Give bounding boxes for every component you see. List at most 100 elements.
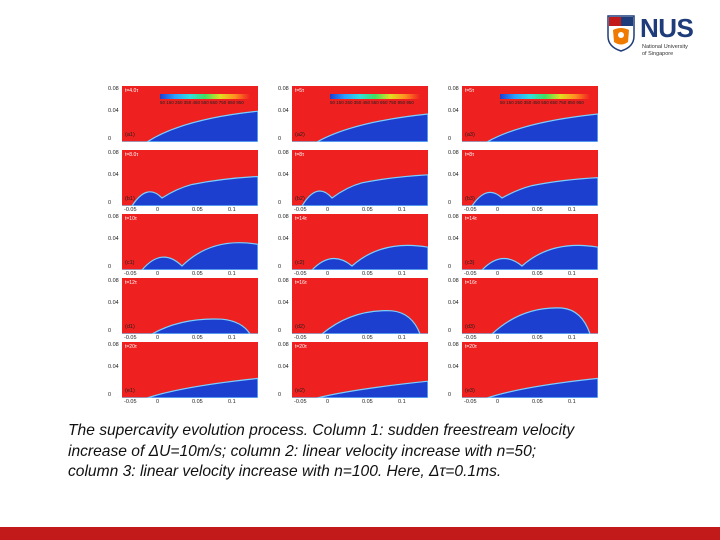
y-tick-label: 0.04 bbox=[448, 300, 459, 306]
y-tick-label: 0.08 bbox=[278, 86, 289, 92]
x-tick-label: -0.05 bbox=[294, 271, 307, 277]
y-tick-label: 0 bbox=[448, 136, 452, 142]
x-tick-label: -0.05 bbox=[464, 335, 477, 341]
y-tick-label: 0.08 bbox=[448, 86, 459, 92]
figure-column-1: 0.08 0.04 0 t=4.0τ (a1) 50 150 250 350 450 55… bbox=[108, 84, 258, 405]
y-tick-label: 0.04 bbox=[108, 108, 119, 114]
cavity-panel: 0.08 0.04 0 t=20τ (e3) -0.05 0 0.05 0.1 bbox=[448, 340, 598, 405]
cavity-shape bbox=[122, 377, 258, 398]
x-tick-label: -0.05 bbox=[294, 399, 307, 405]
volume-fraction-contour: t=20τ (e2) bbox=[292, 342, 428, 398]
cavity-shape bbox=[122, 318, 258, 334]
x-tick-label: 0 bbox=[156, 207, 160, 213]
x-tick-label: 0.1 bbox=[228, 271, 236, 277]
cavity-panel: 0.08 0.04 0 t=5τ (a3) 50 150 250 350 450 550 … bbox=[448, 84, 598, 144]
time-label: t=12τ bbox=[125, 280, 137, 286]
volume-fraction-contour: t=5τ (a3) 50 150 250 350 450 550 650 750 8… bbox=[462, 86, 598, 142]
volume-fraction-contour: t=20τ (e1) bbox=[122, 342, 258, 398]
cavity-panel: 0.08 0.04 0 t=16τ (d3) -0.05 0 0.05 0.1 bbox=[448, 276, 598, 341]
y-tick-label: 0.08 bbox=[278, 278, 289, 284]
y-tick-label: 0 bbox=[278, 328, 282, 334]
volume-fraction-contour: t=8τ (b2) bbox=[292, 150, 428, 206]
x-tick-label: 0.1 bbox=[398, 271, 406, 277]
y-tick-label: 0.08 bbox=[278, 342, 289, 348]
x-tick-label: 0.1 bbox=[568, 271, 576, 277]
x-tick-label: -0.05 bbox=[124, 271, 137, 277]
x-tick-label: 0.05 bbox=[192, 399, 203, 405]
nus-subline-2: of Singapore bbox=[642, 51, 674, 57]
panel-label: (e2) bbox=[295, 388, 305, 394]
x-tick-label: -0.05 bbox=[464, 271, 477, 277]
y-tick-label: 0.04 bbox=[448, 172, 459, 178]
volume-fraction-contour: t=10τ (c1) bbox=[122, 214, 258, 270]
y-tick-label: 0.04 bbox=[108, 172, 119, 178]
y-tick-label: 0.04 bbox=[108, 300, 119, 306]
footer-bar bbox=[0, 527, 720, 540]
colorbar-ticks: 50 150 250 350 450 550 650 750 850 950 bbox=[330, 100, 414, 105]
cavity-shape bbox=[122, 110, 258, 142]
time-label: t=5τ bbox=[295, 88, 305, 94]
cavity-panel: 0.08 0.04 0 t=8.0τ (b1) -0.05 0 0.05 0.1 bbox=[108, 148, 258, 213]
x-tick-label: 0 bbox=[326, 335, 330, 341]
x-tick-label: 0.05 bbox=[532, 271, 543, 277]
volume-fraction-contour: t=16τ (d3) bbox=[462, 278, 598, 334]
y-tick-label: 0.08 bbox=[278, 214, 289, 220]
time-label: t=20τ bbox=[465, 344, 477, 350]
x-tick-label: 0 bbox=[156, 271, 160, 277]
panel-label: (a1) bbox=[125, 132, 135, 138]
vapor-region bbox=[462, 377, 598, 398]
y-tick-label: 0 bbox=[448, 328, 452, 334]
x-tick-label: 0.05 bbox=[532, 207, 543, 213]
vapor-region bbox=[122, 377, 258, 398]
panel-label: (c3) bbox=[465, 260, 475, 266]
cavity-shape bbox=[462, 307, 598, 334]
x-tick-label: 0 bbox=[156, 399, 160, 405]
colorbar bbox=[330, 94, 420, 99]
x-tick-label: -0.05 bbox=[294, 335, 307, 341]
cavity-shape bbox=[292, 380, 428, 398]
nus-crest-icon bbox=[607, 15, 635, 52]
cavity-panel: 0.08 0.04 0 t=5τ (a2) 50 150 250 350 450 550 … bbox=[278, 84, 428, 144]
vapor-region bbox=[462, 113, 598, 142]
y-tick-label: 0 bbox=[448, 392, 452, 398]
x-tick-label: 0.05 bbox=[192, 271, 203, 277]
x-tick-label: 0.05 bbox=[362, 335, 373, 341]
y-tick-label: 0 bbox=[108, 136, 112, 142]
x-tick-label: 0.1 bbox=[398, 335, 406, 341]
panel-label: (c1) bbox=[125, 260, 135, 266]
caption-line-2: increase of ΔU=10m/s; column 2: linear v… bbox=[68, 442, 537, 460]
volume-fraction-contour: t=20τ (e3) bbox=[462, 342, 598, 398]
y-tick-label: 0 bbox=[108, 392, 112, 398]
panel-label: (a3) bbox=[465, 132, 475, 138]
y-tick-label: 0.04 bbox=[448, 108, 459, 114]
x-tick-label: 0 bbox=[326, 399, 330, 405]
y-tick-label: 0 bbox=[278, 136, 282, 142]
y-tick-label: 0 bbox=[278, 200, 282, 206]
vapor-region bbox=[462, 176, 598, 206]
y-tick-label: 0.04 bbox=[278, 364, 289, 370]
y-tick-label: 0.08 bbox=[108, 86, 119, 92]
panel-label: (d1) bbox=[125, 324, 135, 330]
x-tick-label: 0.05 bbox=[532, 399, 543, 405]
x-tick-label: -0.05 bbox=[294, 207, 307, 213]
y-tick-label: 0 bbox=[448, 264, 452, 270]
cavity-shape bbox=[462, 244, 598, 270]
y-tick-label: 0.04 bbox=[448, 236, 459, 242]
x-tick-label: 0.1 bbox=[398, 207, 406, 213]
time-label: t=8.0τ bbox=[125, 152, 139, 158]
cavity-panel: 0.08 0.04 0 t=4.0τ (a1) 50 150 250 350 450 55… bbox=[108, 84, 258, 144]
cavity-panel: 0.08 0.04 0 t=8τ (b3) -0.05 0 0.05 0.1 bbox=[448, 148, 598, 213]
cavity-panel: 0.08 0.04 0 t=8τ (b2) -0.05 0 0.05 0.1 bbox=[278, 148, 428, 213]
time-label: t=10τ bbox=[125, 216, 137, 222]
x-tick-label: 0.1 bbox=[398, 399, 406, 405]
y-tick-label: 0 bbox=[278, 392, 282, 398]
figure-caption: The supercavity evolution process. Colum… bbox=[68, 421, 668, 483]
panel-label: (b2) bbox=[295, 196, 305, 202]
y-tick-label: 0 bbox=[108, 328, 112, 334]
volume-fraction-contour: t=14τ (c2) bbox=[292, 214, 428, 270]
cavity-shape bbox=[292, 310, 428, 334]
cavity-panel: 0.08 0.04 0 t=16τ (d2) -0.05 0 0.05 0.1 bbox=[278, 276, 428, 341]
x-tick-label: 0.1 bbox=[568, 207, 576, 213]
vapor-region bbox=[462, 244, 598, 270]
vapor-region bbox=[122, 110, 258, 142]
